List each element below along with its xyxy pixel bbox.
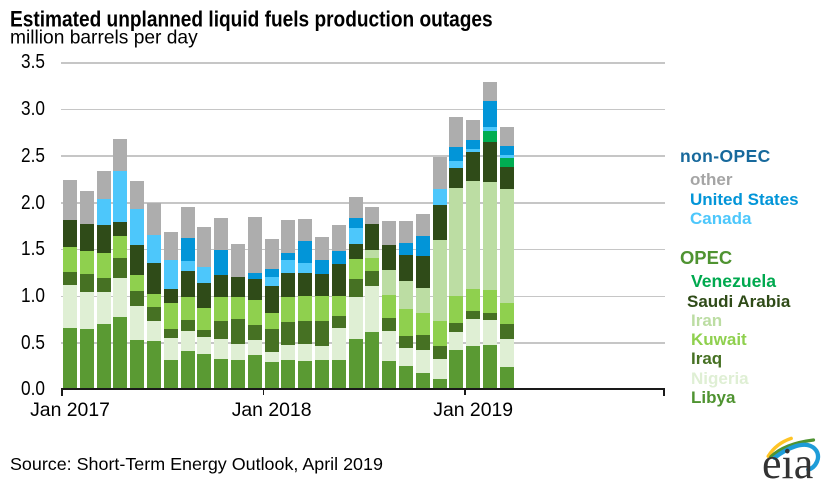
- svg-text:eia: eia: [762, 439, 813, 485]
